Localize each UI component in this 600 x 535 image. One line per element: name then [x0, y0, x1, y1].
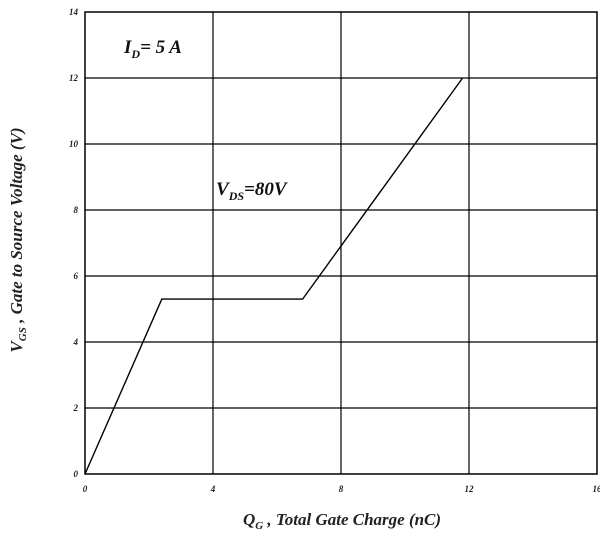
annotation-drain-current-main: I — [123, 37, 132, 58]
y-tick-label: 10 — [69, 139, 79, 149]
y-axis-title-rest: , Gate to Source Voltage (V) — [7, 127, 26, 327]
x-axis-title-main: Q — [243, 510, 255, 529]
annotation-drain-current: ID= 5 A — [123, 37, 182, 61]
x-tick-label: 12 — [465, 484, 475, 494]
y-tick-label: 8 — [74, 205, 79, 215]
y-tick-label: 0 — [74, 469, 79, 479]
y-axis-title-main: V — [7, 340, 26, 353]
y-tick-label: 4 — [73, 337, 79, 347]
x-axis-title-sub: G — [255, 520, 263, 532]
y-tick-label: 6 — [74, 271, 79, 281]
series — [84, 77, 464, 475]
x-tick-label: 4 — [210, 484, 216, 494]
annotation-drain-current-sub: D — [130, 47, 140, 61]
annotation-drain-voltage-sub: DS — [228, 189, 245, 203]
annotation-drain-voltage: VDS=80V — [216, 179, 288, 203]
x-axis-title-rest: , Total Gate Charge (nC) — [263, 510, 441, 529]
annotation-drain-voltage-main: V — [216, 179, 230, 200]
x-tick-label: 0 — [83, 484, 88, 494]
x-tick-label: 8 — [339, 484, 344, 494]
y-tick-label: 14 — [69, 7, 79, 17]
y-tick-label: 12 — [69, 73, 79, 83]
grid — [85, 12, 597, 474]
y-axis-title-sub: GS — [17, 327, 29, 341]
x-tick-label: 16 — [593, 484, 600, 494]
x-axis-title: QG , Total Gate Charge (nC) — [243, 510, 441, 532]
y-tick-label: 2 — [73, 403, 79, 413]
series-line-0 — [84, 77, 464, 475]
annotation-drain-voltage-rest: =80V — [244, 179, 288, 200]
tick-labels: 0 4 8 12 16 0 2 4 6 8 10 12 14 — [69, 7, 600, 494]
y-axis-title: VGS , Gate to Source Voltage (V) — [7, 127, 29, 352]
plot-frame — [84, 11, 598, 475]
annotation-drain-current-rest: = 5 A — [140, 37, 182, 58]
